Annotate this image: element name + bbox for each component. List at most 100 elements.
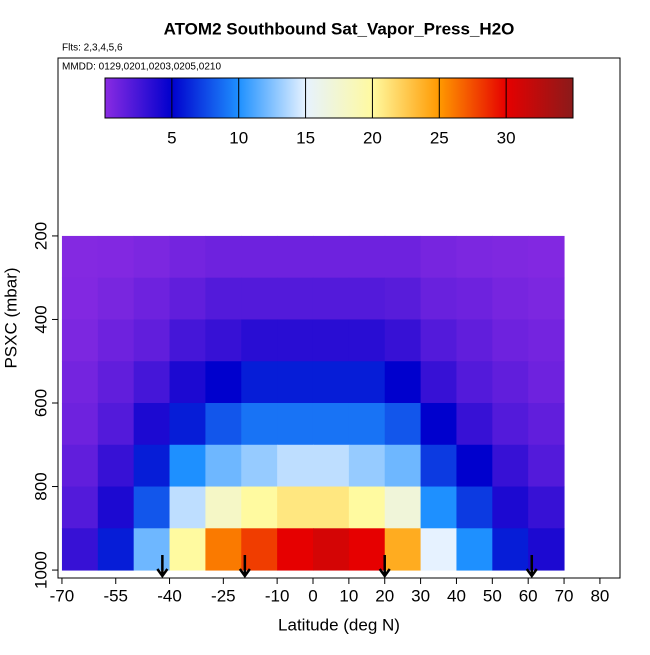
heatmap-cell [61,444,99,488]
heatmap-cell [133,402,171,446]
heatmap-cell [97,361,135,404]
heatmap-cell [528,444,565,488]
plot-frame [57,57,621,579]
heatmap-cell [492,402,529,446]
heatmap-cell [169,402,206,446]
heatmap-cell [492,277,529,320]
heatmap-cell [61,361,99,404]
heatmap-cell [61,319,99,362]
heatmap-cell [492,444,529,488]
heatmap-cell [133,319,171,362]
heatmap-cell [205,235,242,279]
heatmap-cell [205,319,242,362]
x-tick-label: -70 [50,586,75,605]
heatmap-cell [384,486,422,529]
arrow [156,555,169,579]
heatmap-cell [205,486,242,529]
heatmap-cell [241,235,278,279]
y-tick-label: 1000 [31,551,50,589]
heatmap-cell [348,235,386,279]
heatmap-cell [456,402,493,446]
heatmap-cell [312,361,350,404]
colorbar-tick-label: 15 [296,128,315,147]
colorbar-tick-label: 10 [229,128,248,147]
x-tick-label: -10 [265,586,290,605]
arrow [238,555,251,579]
heatmap-cell [312,235,350,279]
heatmap-cell [384,402,422,446]
heatmap-cell [456,319,493,362]
heatmap-cell [241,319,278,362]
heatmap-cell [528,361,565,404]
heatmap-cell [169,444,206,488]
heatmap-cell [277,528,314,571]
colorbar [104,77,574,119]
x-tick-label: 30 [411,586,430,605]
heatmap-cell [133,486,171,529]
heatmap-cell [420,444,457,488]
heatmap-cell [97,444,135,488]
heatmap-cell [205,277,242,320]
heatmap-cell [312,444,350,488]
heatmap-cell [205,444,242,488]
heatmap-cell [133,528,171,571]
heatmap-cell [528,528,565,571]
colorbar-tick-label: 25 [430,128,449,147]
heatmap-cell [456,235,493,279]
heatmap-cell [277,486,314,529]
heatmap-cell [492,319,529,362]
heatmap-cell [169,319,206,362]
heatmap-cell [420,361,457,404]
heatmap-cell [456,444,493,488]
heatmap-cell [277,277,314,320]
heatmap-cell [205,528,242,571]
heatmap-cell [241,486,278,529]
heatmap-cell [384,361,422,404]
heatmap-cell [348,528,386,571]
y-tick-label: 400 [31,305,50,333]
heatmap-cell [420,528,457,571]
heatmap-cell [61,235,99,279]
heatmap-cell [456,486,493,529]
y-tick-label: 600 [31,389,50,417]
arrow [525,555,538,579]
heatmap-cell [348,361,386,404]
heatmap-cell [420,235,457,279]
colorbar-tick-label: 5 [167,128,176,147]
heatmap-cell [384,235,422,279]
heatmap-cell [97,277,135,320]
heatmap-cell [241,361,278,404]
heatmap-cell [133,277,171,320]
heatmap-cell [277,402,314,446]
x-tick-label: 80 [590,586,609,605]
heatmap-cell [312,528,350,571]
heatmap-cell [277,319,314,362]
heatmap-cell [133,235,171,279]
heatmap-cell [528,486,565,529]
heatmap-cell [420,277,457,320]
heatmap-cell [169,277,206,320]
x-axis-label: Latitude (deg N) [278,615,400,634]
heatmap-cell [205,361,242,404]
heatmap-cell [97,402,135,446]
heatmap-cell [492,486,529,529]
heatmap-cell [241,528,278,571]
heatmap-cell [456,528,493,571]
heatmap-cell [528,319,565,362]
heatmap-cell [492,361,529,404]
heatmap-cell [169,486,206,529]
heatmap-cell [312,277,350,320]
heatmap-cell [312,402,350,446]
heatmap-cell [348,444,386,488]
heatmap-cell [241,402,278,446]
heatmap-cell [420,319,457,362]
heatmap-cell [312,486,350,529]
heatmap-cell [169,528,206,571]
subtitle: Flts: 2,3,4,5,6 [62,43,123,54]
heatmap-cell [384,319,422,362]
heatmap-cell [312,319,350,362]
chart-title: ATOM2 Southbound Sat_Vapor_Press_H2O [164,19,515,38]
arrow [378,555,391,579]
x-tick-label: 40 [447,586,466,605]
colorbar-tick-label: 20 [363,128,382,147]
